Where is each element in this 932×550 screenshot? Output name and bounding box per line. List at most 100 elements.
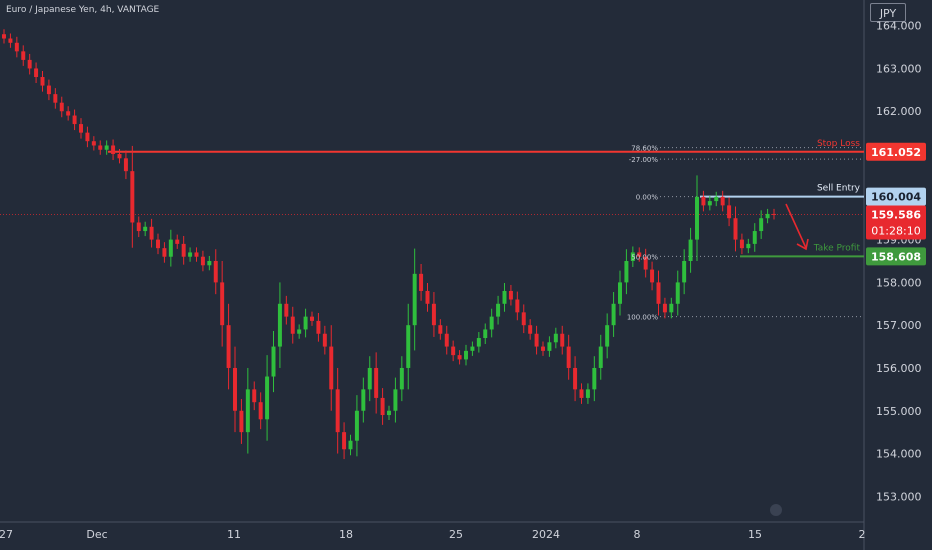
candle-body (746, 243, 751, 249)
candle-body (111, 145, 116, 155)
candle-body (40, 77, 45, 86)
candle-body (451, 346, 456, 356)
time-tick-label: 11 (227, 528, 241, 541)
candle-body (399, 367, 404, 390)
price-tick-label: 153.000 (876, 490, 922, 503)
sell-entry-price: 160.004 (871, 191, 921, 204)
candle-body (271, 346, 276, 377)
time-tick-label: 2 (859, 528, 866, 541)
candle-body (303, 316, 308, 330)
candle-body (335, 389, 340, 433)
candle-body (650, 269, 655, 283)
candle-body (354, 410, 359, 441)
arrow-head-icon (796, 238, 809, 251)
candle-body (496, 303, 501, 317)
candle-body (515, 299, 520, 313)
candle-body (637, 252, 642, 257)
candle-body (226, 325, 231, 368)
candle-body (66, 111, 71, 116)
candle-body (534, 333, 539, 347)
candle-body (464, 350, 468, 360)
annotation-labels: 78.60% -27.00% 0.00% 50.00% 100.00% Stop Loss… (627, 139, 926, 322)
candle-body (265, 376, 270, 420)
candle-body (162, 248, 167, 257)
candle-body (136, 222, 141, 232)
candle-body (573, 367, 578, 390)
candle-body (91, 141, 96, 146)
candle-body (284, 303, 289, 317)
fib-level-label: 0.00% (636, 194, 659, 202)
candle-body (130, 171, 135, 223)
candle-body (765, 213, 770, 219)
last-price-tag (866, 205, 926, 240)
fib-level-label: -27.00% (629, 156, 659, 164)
candle-body (438, 325, 443, 334)
candle-body (188, 252, 193, 257)
candle-body (329, 346, 334, 390)
fib-level-label: 78.60% (631, 145, 658, 153)
candle-body (258, 402, 263, 420)
candle-body (220, 282, 225, 326)
candle-body (53, 94, 58, 103)
candle-body (245, 389, 250, 433)
currency-button[interactable]: JPY (870, 3, 906, 22)
candle-body (502, 290, 507, 304)
time-tick-label: Dec (86, 528, 107, 541)
candle-body (98, 145, 103, 150)
sell-entry-label: Sell Entry (817, 184, 861, 194)
candle-body (560, 333, 565, 347)
candle-body (707, 201, 712, 206)
last-price: 159.586 (871, 209, 921, 222)
candle-body (412, 273, 417, 326)
candle-body (72, 115, 77, 125)
price-tick-label: 162.000 (876, 105, 922, 118)
candle-body (720, 196, 725, 206)
take-profit-price: 158.608 (871, 250, 921, 263)
candle-body (733, 218, 738, 240)
candle-body (419, 273, 424, 291)
candles (2, 29, 776, 460)
price-axis[interactable]: 164.000163.000162.000161.000160.000159.0… (863, 0, 922, 550)
time-axis[interactable]: 27 Dec 11 18 25 2024 8 15 2 (0, 504, 866, 541)
candle-body (46, 85, 51, 95)
candle-body (444, 333, 449, 347)
take-profit-label: Take Profit (813, 243, 861, 253)
stop-loss-price-tag (866, 142, 926, 161)
candle-body (489, 316, 494, 330)
price-tick-label: 156.000 (876, 362, 922, 375)
candle-body (483, 329, 488, 339)
candle-body (117, 154, 122, 159)
price-tick-label: 155.000 (876, 405, 922, 418)
candle-body (739, 239, 744, 249)
candle-body (123, 158, 128, 172)
annotation-lines (0, 147, 864, 318)
fib-level-label: 50.00% (631, 253, 658, 261)
candle-body (688, 239, 693, 261)
candle-body (508, 290, 513, 300)
candle-body (34, 68, 39, 78)
candle-body (149, 226, 154, 240)
candle-body (669, 303, 674, 313)
time-tick-label: 8 (634, 528, 641, 541)
candle-body (656, 282, 661, 304)
sell-entry-price-tag (866, 187, 926, 206)
candle-body (181, 243, 186, 257)
candle-body (553, 333, 558, 343)
candle-body (380, 397, 385, 416)
candle-body (143, 226, 148, 232)
candle-body (662, 303, 667, 313)
candle-body (682, 261, 687, 283)
candle-body (772, 213, 776, 215)
candle-body (59, 102, 64, 112)
candle-body (547, 342, 552, 351)
time-tick-label: 2024 (532, 528, 560, 541)
candle-body (611, 303, 616, 326)
candle-body (605, 325, 610, 347)
lightning-icon[interactable] (770, 504, 782, 516)
candle-body (425, 290, 430, 304)
candle-body (695, 196, 699, 240)
time-tick-label: 27 (0, 528, 13, 541)
candle-body (252, 389, 257, 403)
candle-body (431, 303, 436, 326)
